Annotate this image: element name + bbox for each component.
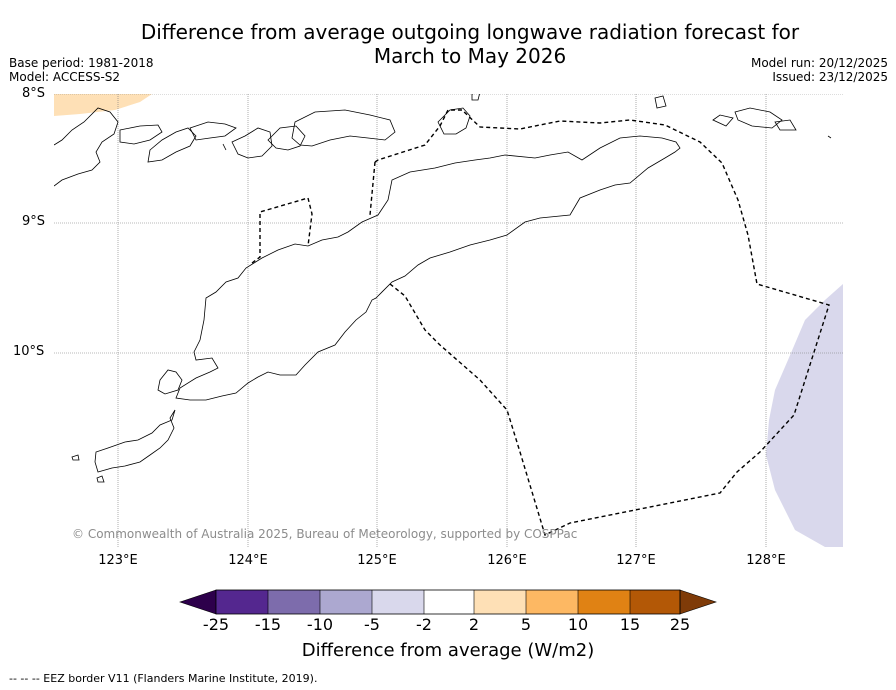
pantar-island: [231, 127, 273, 159]
solor-island: [119, 124, 163, 145]
lon-label-123e: 123°E: [98, 553, 138, 568]
northern-islet: [471, 94, 480, 101]
eez-east-timor: [374, 109, 830, 536]
eez-west-segment: [369, 161, 376, 216]
model-name: Model: ACCESS-S2: [9, 70, 121, 84]
colorbar-segment-1: [216, 590, 268, 614]
gridlines: [54, 94, 843, 547]
base-period: Base period: 1981-2018: [9, 56, 154, 70]
alor-main-island: [291, 109, 396, 147]
lomblen-island: [189, 121, 237, 141]
title-line-1: Difference from average outgoing longwav…: [140, 20, 800, 44]
lat-label-8s: 8°S: [22, 86, 46, 101]
alor-island: [267, 125, 306, 151]
small-island-sw: [96, 475, 105, 483]
colorbar-segment-4: [372, 590, 424, 614]
colorbar-segment-8: [578, 590, 630, 614]
chart-title: Difference from average outgoing longwav…: [0, 20, 896, 68]
negative-anomaly-patch: [766, 284, 843, 547]
tiny-islet-east: [827, 135, 832, 139]
colorbar-tick: -2: [416, 615, 432, 634]
wetar-island: [437, 107, 471, 135]
eez-border: [251, 109, 830, 536]
colorbar-tick: -25: [202, 615, 230, 634]
romang-islet: [654, 95, 667, 109]
lon-label-127e: 127°E: [616, 553, 656, 568]
flores-coast: [54, 107, 119, 187]
colorbar: [179, 589, 717, 615]
semau-island-coast: [157, 369, 183, 395]
eez-oecusse: [251, 197, 313, 264]
colorbar-tick: 5: [520, 615, 532, 634]
colorbar-segment-3: [320, 590, 372, 614]
map-area: © Commonwealth of Australia 2025, Bureau…: [54, 94, 843, 547]
colorbar-tick: -10: [306, 615, 334, 634]
lon-label-128e: 128°E: [746, 553, 786, 568]
lon-label-124e: 124°E: [228, 553, 268, 568]
meta-right: Model run: 20/12/2025 Issued: 23/12/2025: [751, 56, 888, 84]
colorbar-label: Difference from average (W/m2): [301, 640, 595, 661]
coastlines: [54, 94, 832, 483]
lon-label-126e: 126°E: [487, 553, 527, 568]
tiny-islet-north: [222, 143, 227, 151]
leti-island: [734, 107, 783, 129]
colorbar-segment-5: [424, 590, 474, 614]
timor-island-coast: [175, 135, 681, 401]
colorbar-over-arrow: [679, 589, 717, 615]
colorbar-tick: 25: [669, 615, 691, 634]
moa-island: [774, 119, 797, 131]
colorbar-tick: -5: [364, 615, 380, 634]
meta-left: Base period: 1981-2018 Model: ACCESS-S2: [9, 56, 154, 84]
colorbar-segment-9: [630, 590, 680, 614]
lon-label-125e: 125°E: [357, 553, 397, 568]
adonara-island: [147, 127, 197, 163]
lat-label-10s: 10°S: [13, 344, 45, 359]
issued-date: Issued: 23/12/2025: [772, 70, 888, 84]
colorbar-tick: 2: [468, 615, 480, 634]
positive-anomaly-patch: [54, 94, 152, 116]
title-line-2: March to May 2026: [373, 44, 567, 68]
colorbar-segment-7: [526, 590, 578, 614]
colorbar-tick: 10: [567, 615, 589, 634]
colorbar-tick: 15: [619, 615, 641, 634]
colorbar-segment-2: [268, 590, 320, 614]
lat-label-9s: 9°S: [22, 214, 46, 229]
colorbar-tick: -15: [254, 615, 282, 634]
kisar-island: [712, 114, 734, 127]
model-run: Model run: 20/12/2025: [750, 56, 888, 70]
ndao-island: [71, 454, 80, 461]
copyright-text: © Commonwealth of Australia 2025, Bureau…: [72, 527, 577, 541]
eez-legend: -- -- -- EEZ border V11 (Flanders Marine…: [9, 672, 318, 685]
rote-island-coast: [94, 409, 176, 473]
colorbar-segment-6: [474, 590, 526, 614]
colorbar-under-arrow: [179, 589, 217, 615]
